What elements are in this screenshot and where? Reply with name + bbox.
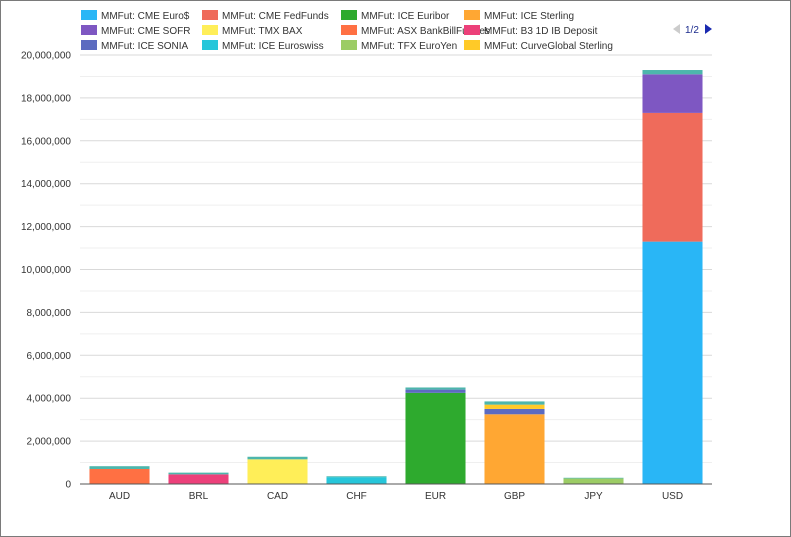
y-tick-label: 12,000,000 [21, 222, 71, 233]
y-tick-label: 10,000,000 [21, 265, 71, 276]
legend-page-indicator: 1/2 [685, 25, 699, 36]
legend-pager: 1/2 [673, 24, 712, 36]
legend-swatch [464, 40, 480, 50]
legend-item[interactable]: MMFut: TFX EuroYen [341, 40, 457, 52]
bar-segment-cad-12[interactable] [247, 456, 308, 460]
legend-label: MMFut: ICE Sterling [484, 11, 574, 22]
x-tick-label: CAD [267, 491, 288, 502]
legend-swatch [202, 10, 218, 20]
bars [89, 70, 703, 484]
bar-segment-jpy-10[interactable] [563, 478, 624, 484]
legend-swatch [202, 40, 218, 50]
legend-item[interactable]: MMFut: CME SOFR [81, 25, 190, 37]
legend-label: MMFut: CME FedFunds [222, 11, 329, 22]
legend-item[interactable]: MMFut: ICE SONIA [81, 40, 189, 52]
bar-segment-gbp-12[interactable] [484, 401, 545, 405]
legend-item[interactable]: MMFut: ICE Euroswiss [202, 40, 324, 52]
bar-segment-chf-9[interactable] [326, 477, 387, 484]
legend-item[interactable]: MMFut: ASX BankBillFutures [341, 25, 490, 37]
legend-label: MMFut: TMX BAX [222, 26, 303, 37]
bar-segment-eur-12[interactable] [405, 387, 466, 390]
legend-item[interactable]: MMFut: B3 1D IB Deposit [464, 25, 598, 37]
legend-item[interactable]: MMFut: ICE Sterling [464, 10, 574, 22]
legend-label: MMFut: B3 1D IB Deposit [484, 26, 598, 37]
x-tick-label: JPY [584, 491, 603, 502]
legend-label: MMFut: ICE SONIA [101, 41, 189, 52]
bar-segment-usd-12[interactable] [642, 70, 703, 75]
x-tick-label: CHF [346, 491, 367, 502]
x-tick-label: BRL [189, 491, 209, 502]
legend-swatch [202, 25, 218, 35]
legend-label: MMFut: TFX EuroYen [361, 41, 457, 52]
bar-segment-eur-2[interactable] [405, 392, 466, 484]
x-axis: AUD BRL CAD CHF EUR GBP JPY USD [80, 483, 712, 502]
x-tick-label: EUR [425, 491, 446, 502]
x-tick-label: AUD [109, 491, 130, 502]
legend-label: MMFut: CME SOFR [101, 26, 190, 37]
bar-segment-aud-6[interactable] [89, 468, 150, 484]
legend-label: MMFut: ICE Euribor [361, 11, 450, 22]
legend-item[interactable]: MMFut: CME Euro$ [81, 10, 190, 22]
legend-swatch [341, 10, 357, 20]
legend-swatch [341, 40, 357, 50]
legend-item[interactable]: MMFut: ICE Euribor [341, 10, 450, 22]
legend-swatch [81, 25, 97, 35]
legend: MMFut: CME Euro$ MMFut: CME FedFunds MMFut… [81, 10, 613, 52]
bar-segment-aud-12[interactable] [89, 466, 150, 469]
y-tick-label: 2,000,000 [27, 437, 72, 448]
legend-swatch [464, 10, 480, 20]
legend-item[interactable]: MMFut: CurveGlobal Sterling [464, 40, 613, 52]
y-tick-label: 4,000,000 [27, 394, 72, 405]
gridlines [80, 54, 712, 485]
legend-item[interactable]: MMFut: CME FedFunds [202, 10, 329, 22]
y-axis: 0 2,000,000 4,000,000 6,000,000 8,000,000 10,… [21, 51, 72, 491]
legend-item[interactable]: MMFut: TMX BAX [202, 25, 303, 37]
bar-segment-gbp-8[interactable] [484, 408, 545, 415]
y-tick-label: 14,000,000 [21, 179, 71, 190]
bar-segment-cad-5[interactable] [247, 459, 308, 484]
y-tick-label: 6,000,000 [27, 351, 72, 362]
bar-segment-brl-12[interactable] [168, 472, 229, 475]
triangle-left-icon[interactable] [673, 24, 680, 34]
x-tick-label: USD [662, 491, 683, 502]
bar-segment-usd-0[interactable] [642, 241, 703, 484]
y-tick-label: 8,000,000 [27, 308, 72, 319]
legend-label: MMFut: ICE Euroswiss [222, 41, 324, 52]
bar-segment-usd-1[interactable] [642, 112, 703, 242]
bar-segment-gbp-3[interactable] [484, 414, 545, 484]
triangle-right-icon[interactable] [705, 24, 712, 34]
bar-segment-gbp-11[interactable] [484, 404, 545, 409]
y-tick-label: 0 [65, 480, 71, 491]
legend-label: MMFut: CME Euro$ [101, 11, 190, 22]
bar-segment-eur-8[interactable] [405, 389, 466, 393]
bar-segment-chf-12[interactable] [326, 476, 387, 478]
y-tick-label: 16,000,000 [21, 136, 71, 147]
legend-label: MMFut: ASX BankBillFutures [361, 26, 490, 37]
bar-segment-usd-4[interactable] [642, 74, 703, 113]
legend-swatch [341, 25, 357, 35]
y-tick-label: 20,000,000 [21, 51, 71, 62]
y-tick-label: 18,000,000 [21, 93, 71, 104]
legend-swatch [464, 25, 480, 35]
legend-swatch [81, 10, 97, 20]
legend-label: MMFut: CurveGlobal Sterling [484, 41, 613, 52]
bar-segment-brl-7[interactable] [168, 474, 229, 484]
legend-swatch [81, 40, 97, 50]
bar-segment-jpy-12[interactable] [563, 477, 624, 479]
x-tick-label: GBP [504, 491, 525, 502]
